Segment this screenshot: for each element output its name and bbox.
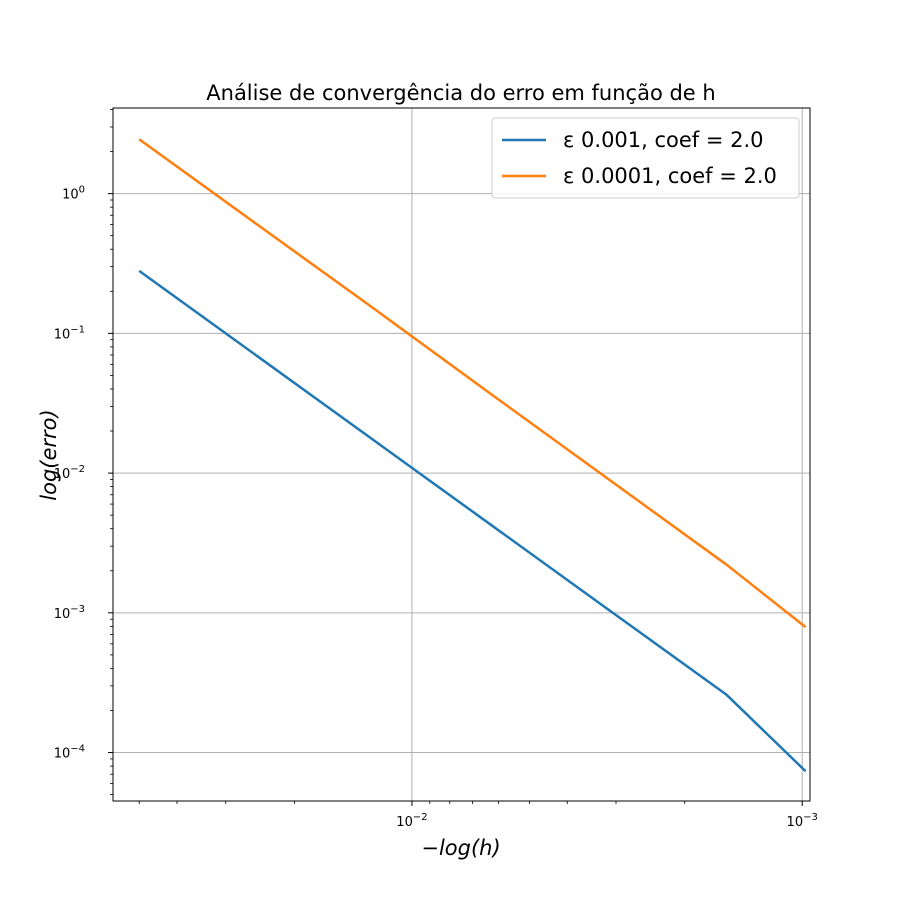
y-axis-label: log(erro)	[37, 409, 61, 500]
x-tick-label: 10−2	[396, 812, 427, 830]
chart-title: Análise de convergência do erro em funçã…	[206, 81, 715, 105]
legend-box	[491, 117, 800, 199]
legend: ε 0.001, coef = 2.0 ε 0.0001, coef = 2.0	[491, 117, 800, 199]
x-axis-label: −log(h)	[421, 836, 500, 860]
grid	[113, 108, 810, 801]
series-line-2	[138, 138, 807, 629]
y-tick-label: 100	[62, 185, 85, 203]
x-tick-label: 10−3	[787, 812, 818, 830]
y-tick-label: 10−1	[54, 324, 85, 342]
legend-label-series-1: ε 0.001, coef = 2.0	[563, 128, 764, 152]
y-tick-label: 10−4	[54, 744, 85, 762]
legend-label-series-2: ε 0.0001, coef = 2.0	[563, 164, 777, 188]
series-lines	[138, 138, 807, 773]
series-line-1	[138, 269, 807, 773]
plot-frame	[112, 107, 811, 802]
y-tick-label: 10−3	[54, 604, 85, 622]
